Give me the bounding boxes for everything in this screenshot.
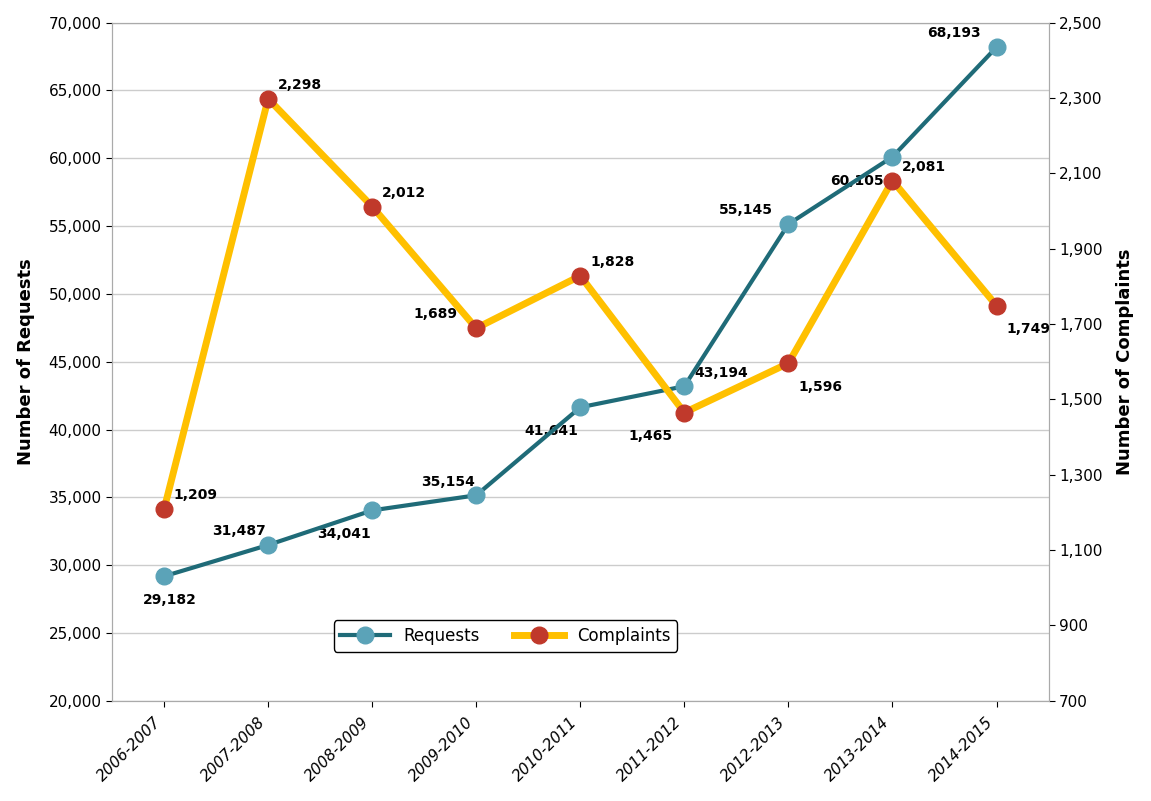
Text: 1,828: 1,828 [590, 255, 634, 269]
Complaints [885, 175, 899, 185]
Requests [365, 505, 379, 515]
Complaints [365, 202, 379, 211]
Line: Requests: Requests [155, 38, 1005, 585]
Requests [885, 152, 899, 162]
Text: 43,194: 43,194 [694, 365, 748, 380]
Text: 31,487: 31,487 [213, 525, 266, 538]
Complaints [158, 504, 171, 513]
Text: 34,041: 34,041 [317, 527, 371, 541]
Requests [573, 402, 587, 412]
Requests [782, 219, 795, 229]
Text: 29,182: 29,182 [143, 593, 197, 607]
Text: 41,641: 41,641 [525, 424, 579, 438]
Requests [470, 490, 483, 500]
Text: 1,596: 1,596 [798, 380, 843, 394]
Complaints [470, 324, 483, 333]
Text: 2,298: 2,298 [277, 78, 322, 92]
Requests [678, 381, 692, 391]
Complaints [678, 408, 692, 417]
Text: 68,193: 68,193 [927, 26, 981, 41]
Text: 1,749: 1,749 [1006, 322, 1050, 336]
Complaints [573, 271, 587, 280]
Y-axis label: Number of Complaints: Number of Complaints [1116, 248, 1135, 475]
Text: 60,105: 60,105 [830, 174, 884, 187]
Requests [990, 42, 1004, 52]
Complaints [261, 94, 275, 103]
Line: Complaints: Complaints [155, 91, 1005, 517]
Text: 1,465: 1,465 [628, 429, 673, 444]
Legend: Requests, Complaints: Requests, Complaints [334, 621, 677, 652]
Requests [158, 571, 171, 581]
Complaints [782, 358, 795, 368]
Text: 1,209: 1,209 [174, 489, 218, 502]
Requests [261, 540, 275, 549]
Text: 2,012: 2,012 [382, 186, 426, 199]
Text: 2,081: 2,081 [902, 159, 946, 174]
Complaints [990, 301, 1004, 311]
Text: 1,689: 1,689 [413, 308, 458, 321]
Text: 35,154: 35,154 [421, 474, 474, 489]
Y-axis label: Number of Requests: Number of Requests [16, 259, 35, 465]
Text: 55,145: 55,145 [719, 203, 773, 217]
